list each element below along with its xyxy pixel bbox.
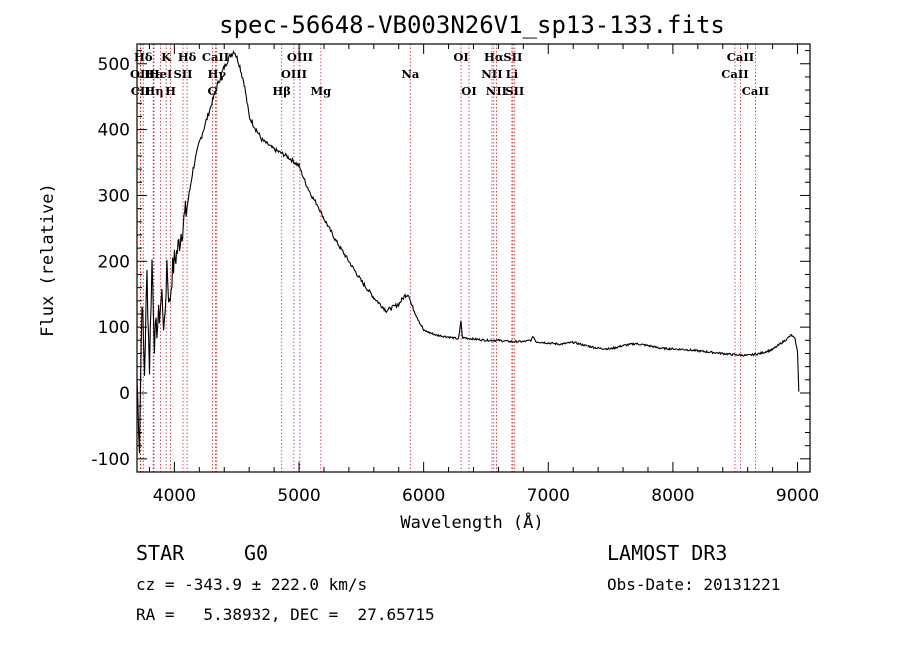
spectral-line-label: CaII (742, 84, 769, 98)
spectral-line-label: Hβ (272, 84, 291, 98)
x-tick-label: 8000 (651, 486, 694, 506)
spectral-line-label: OIII (287, 50, 313, 64)
spectral-line-label: CaII (721, 67, 748, 81)
x-tick-label: 4000 (153, 486, 196, 506)
spectral-line-label: CaII (202, 50, 229, 64)
spectral-line-label: Hη (144, 84, 163, 98)
spectral-line-label: K (161, 50, 172, 64)
spectrum-line (136, 50, 800, 454)
spectral-line-label: NII (481, 67, 502, 81)
spectral-line-label: Mg (310, 84, 331, 98)
survey-name: LAMOST DR3 (607, 541, 728, 565)
spectral-line-label: OI (453, 50, 468, 64)
y-tick-label: 200 (98, 252, 130, 272)
y-tick-label: 400 (98, 121, 130, 141)
y-tick-label: 100 (98, 318, 130, 338)
spectral-line-label: OI (461, 84, 476, 98)
spectral-line-label: OII (130, 67, 151, 81)
object-class: STAR (136, 541, 185, 565)
x-tick-label: 9000 (776, 486, 819, 506)
x-tick-label: 6000 (402, 486, 445, 506)
axis-ticks: 4000 5000 6000 7000 8000 9000 -100 0 100 200 300 40… (91, 44, 819, 506)
spectral-line-label: H (165, 84, 176, 98)
spectral-line-label: CaII (727, 50, 754, 64)
observation-date: Obs-Date: 20131221 (607, 575, 781, 594)
y-tick-label: 0 (119, 384, 130, 404)
x-tick-label: 5000 (277, 486, 320, 506)
spectral-line-label: G (207, 84, 217, 98)
spectral-line-label: CII (131, 84, 151, 98)
y-tick-label: 300 (98, 186, 130, 206)
spectral-line-label: Hδ (178, 50, 197, 64)
x-axis-label: Wavelength (Å) (400, 511, 543, 533)
redshift-readout: cz = -343.9 ± 222.0 km/s (136, 575, 368, 594)
spectral-line-label: Hε (144, 67, 162, 81)
y-tick-label: 500 (98, 55, 130, 75)
y-tick-label: -100 (91, 450, 130, 470)
spectral-line-label: Hδ (134, 50, 153, 64)
spectral-line-label: SII (503, 50, 522, 64)
spectral-line-label: OIII (281, 67, 307, 81)
spectral-line-label: SII (505, 84, 524, 98)
x-tick-label: 7000 (527, 486, 570, 506)
spectral-line-label: SII (173, 67, 192, 81)
coordinates-readout: RA = 5.38932, DEC = 27.65715 (136, 605, 435, 624)
object-subclass: G0 (244, 541, 269, 565)
spectral-line-label: Li (506, 67, 519, 81)
spectral-line-label: HeI (149, 67, 173, 81)
spectral-line-label: Hα (484, 50, 504, 64)
spectral-line-label: Na (401, 67, 420, 81)
chart-title: spec-56648-VB003N26V1_sp13-133.fits (219, 11, 725, 39)
spectral-line-label: Hγ (208, 67, 227, 81)
spectral-line-label: NII (486, 84, 507, 98)
plot-frame (136, 43, 811, 473)
y-axis-label: Flux (relative) (38, 183, 58, 337)
